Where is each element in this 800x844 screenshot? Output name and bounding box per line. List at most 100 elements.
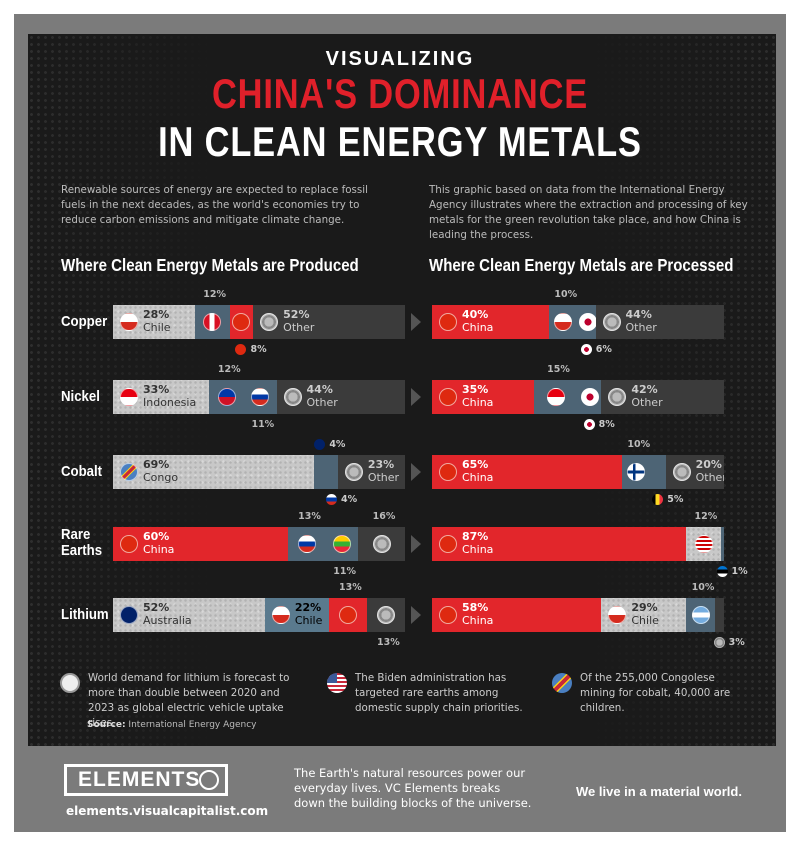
segment-other: 44% Other <box>276 380 405 414</box>
globe-icon <box>713 637 725 648</box>
globe-icon <box>260 313 279 331</box>
china-flag <box>120 535 138 553</box>
arrow-icon <box>411 535 421 553</box>
arrow-icon <box>411 388 421 406</box>
lithium-icon <box>60 673 80 693</box>
drc-flag <box>120 463 138 481</box>
segment-pct: 20% <box>695 458 722 471</box>
outside-pct-russia: 13% <box>298 511 321 522</box>
outside-pct-indonesia: 15% <box>547 364 570 375</box>
segment-other: 23% Other <box>337 455 405 489</box>
japan-flag <box>580 388 599 406</box>
segment-country: Australia <box>143 614 192 627</box>
globe-icon <box>377 606 395 624</box>
segment-pct: 87% <box>462 530 489 543</box>
globe-icon <box>602 313 621 331</box>
metal-label-cobalt: Cobalt <box>61 463 103 480</box>
logo-text: ELEMENTS <box>78 768 201 791</box>
outside-pct-belgium: 5% <box>652 494 683 505</box>
segment-pct: 58% <box>462 601 489 614</box>
tagline: We live in a material world. <box>576 784 742 799</box>
title-line-3: IN CLEAN ENERGY METALS <box>158 118 642 165</box>
segment-pct: 65% <box>462 458 489 471</box>
source-text: International Energy Agency <box>125 720 257 730</box>
arrow-icon <box>411 313 421 331</box>
segment-country: Other <box>283 321 315 334</box>
chile-flag <box>271 606 290 624</box>
outside-pct-myanmar: 11% <box>333 566 356 577</box>
peru-flag <box>203 313 222 331</box>
segment-china <box>229 305 254 339</box>
segment-pct: 23% <box>367 458 395 471</box>
indonesia-flag <box>120 388 138 406</box>
estonia-flag <box>716 566 728 577</box>
chile-flag <box>554 313 573 331</box>
segment-australia: 52% Australia <box>113 598 265 632</box>
segment-japan <box>578 380 602 414</box>
china-flag <box>439 313 457 331</box>
china-flag <box>439 463 457 481</box>
segment-estonia <box>721 527 724 561</box>
segment-pct: 42% <box>631 383 658 396</box>
segment-pct: 33% <box>143 383 170 396</box>
japan-flag <box>583 419 595 430</box>
segment-philippines <box>209 380 245 414</box>
segment-argentina <box>686 598 716 632</box>
segment-japan <box>578 305 596 339</box>
outside-pct-other: 16% <box>372 511 396 522</box>
note-cobalt-text: Of the 255,000 Congolese mining for coba… <box>580 672 731 714</box>
segment-peru <box>194 305 230 339</box>
japan-flag <box>579 313 596 331</box>
outside-pct-chile: 10% <box>554 289 578 300</box>
outside-pct-japan: 6% <box>580 344 612 355</box>
segment-pct: 29% <box>631 601 658 614</box>
usa-flag-icon <box>327 673 347 693</box>
segment-country: China <box>462 471 494 484</box>
note-lithium-text: World demand for lithium is forecast to … <box>88 672 290 729</box>
segment-country: Chile <box>294 614 323 627</box>
segment-chile <box>548 305 578 339</box>
outside-pct-australia: 4% <box>314 439 345 450</box>
logo-icon <box>199 770 219 790</box>
outside-pct-argentina: 10% <box>691 582 715 593</box>
indonesia-flag <box>547 388 566 406</box>
segment-china: 65% China <box>432 455 622 489</box>
malaysia-flag <box>694 535 713 553</box>
china-flag <box>339 606 358 624</box>
china-flag <box>439 606 457 624</box>
chile-flag <box>608 606 627 624</box>
russia-flag <box>298 535 317 553</box>
argentina-flag <box>691 606 710 624</box>
intro-left: Renewable sources of energy are expected… <box>61 184 368 226</box>
segment-country: Congo <box>143 471 179 484</box>
segment-other <box>358 527 405 561</box>
segment-other: 42% Other <box>601 380 724 414</box>
outside-pct-finland: 10% <box>627 439 651 450</box>
segment-pct: 28% <box>143 308 170 321</box>
source: Source: International Energy Agency <box>87 720 256 730</box>
metal-label-nickel: Nickel <box>61 388 100 405</box>
belgium-flag <box>652 494 664 505</box>
bar-lithium: 58% China 29% Chile <box>432 598 724 632</box>
segment-country: Chile <box>631 614 659 627</box>
site-link[interactable]: elements.visualcapitalist.com <box>66 804 269 818</box>
drc-flag-icon <box>552 673 572 693</box>
segment-pct: 44% <box>625 308 652 321</box>
intro-right: This graphic based on data from the Inte… <box>429 184 748 241</box>
segment-congo: 69% Congo <box>113 455 315 489</box>
bar-cobalt: 69% Congo 23% Other <box>113 455 405 489</box>
segment-china <box>329 598 368 632</box>
elements-logo[interactable]: ELEMENTS <box>64 764 228 796</box>
bar-cobalt: 65% China 20% Other <box>432 455 724 489</box>
china-flag <box>439 535 457 553</box>
segment-country: Indonesia <box>143 396 197 409</box>
segment-china: 87% China <box>432 527 687 561</box>
segment-indonesia <box>534 380 578 414</box>
globe-icon <box>344 463 363 481</box>
note-biden: The Biden administration has targeted ra… <box>327 671 530 716</box>
segment-other: 44% Other <box>595 305 724 339</box>
segment-china: 60% China <box>113 527 289 561</box>
segment-country: Other <box>625 321 657 334</box>
source-label: Source: <box>87 720 126 730</box>
outside-pct-malaysia: 12% <box>694 511 718 522</box>
